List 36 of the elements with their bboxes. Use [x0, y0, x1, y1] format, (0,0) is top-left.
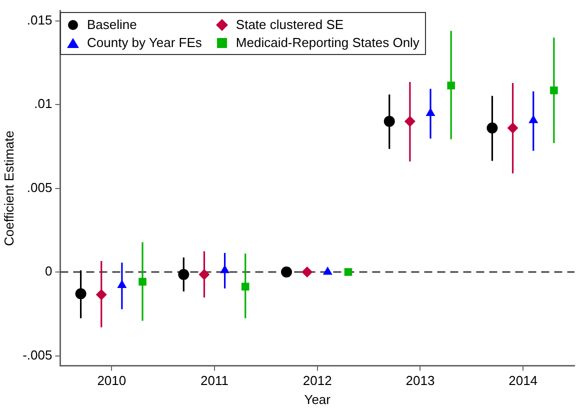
point	[550, 86, 558, 94]
y-tick-label: .015	[26, 12, 52, 28]
point	[220, 264, 230, 274]
x-tick-label: 2013	[406, 373, 435, 388]
point	[302, 266, 313, 278]
point	[404, 116, 416, 127]
y-axis-title: Coefficient Estimate	[1, 130, 16, 246]
point	[138, 278, 146, 286]
legend-label: Baseline	[87, 17, 137, 32]
point	[486, 122, 498, 134]
y-tick-label: -.005	[22, 347, 52, 362]
x-tick-label: 2011	[200, 373, 228, 388]
point	[117, 280, 127, 288]
point	[426, 108, 436, 116]
point	[96, 289, 107, 300]
point	[178, 269, 190, 280]
legend-label: County by Year FEs	[87, 35, 202, 50]
x-tick-label: 2010	[97, 373, 126, 388]
point	[447, 82, 455, 90]
point	[241, 282, 250, 290]
point	[344, 268, 352, 276]
x-axis-title: Year	[304, 392, 332, 407]
y-tick-label: .01	[34, 96, 52, 112]
legend-label: State clustered SE	[236, 17, 344, 32]
point	[198, 269, 210, 280]
y-tick-label: 0	[44, 264, 52, 279]
x-tick-label: 2014	[508, 373, 538, 388]
point	[75, 288, 86, 300]
point	[281, 266, 292, 278]
point	[507, 122, 518, 134]
point	[322, 266, 332, 275]
legend-label: Medicaid-Reporting States Only	[236, 35, 420, 50]
point	[384, 116, 395, 127]
point	[528, 114, 538, 124]
x-tick-label: 2012	[302, 373, 332, 388]
y-tick-label: .005	[26, 180, 52, 195]
